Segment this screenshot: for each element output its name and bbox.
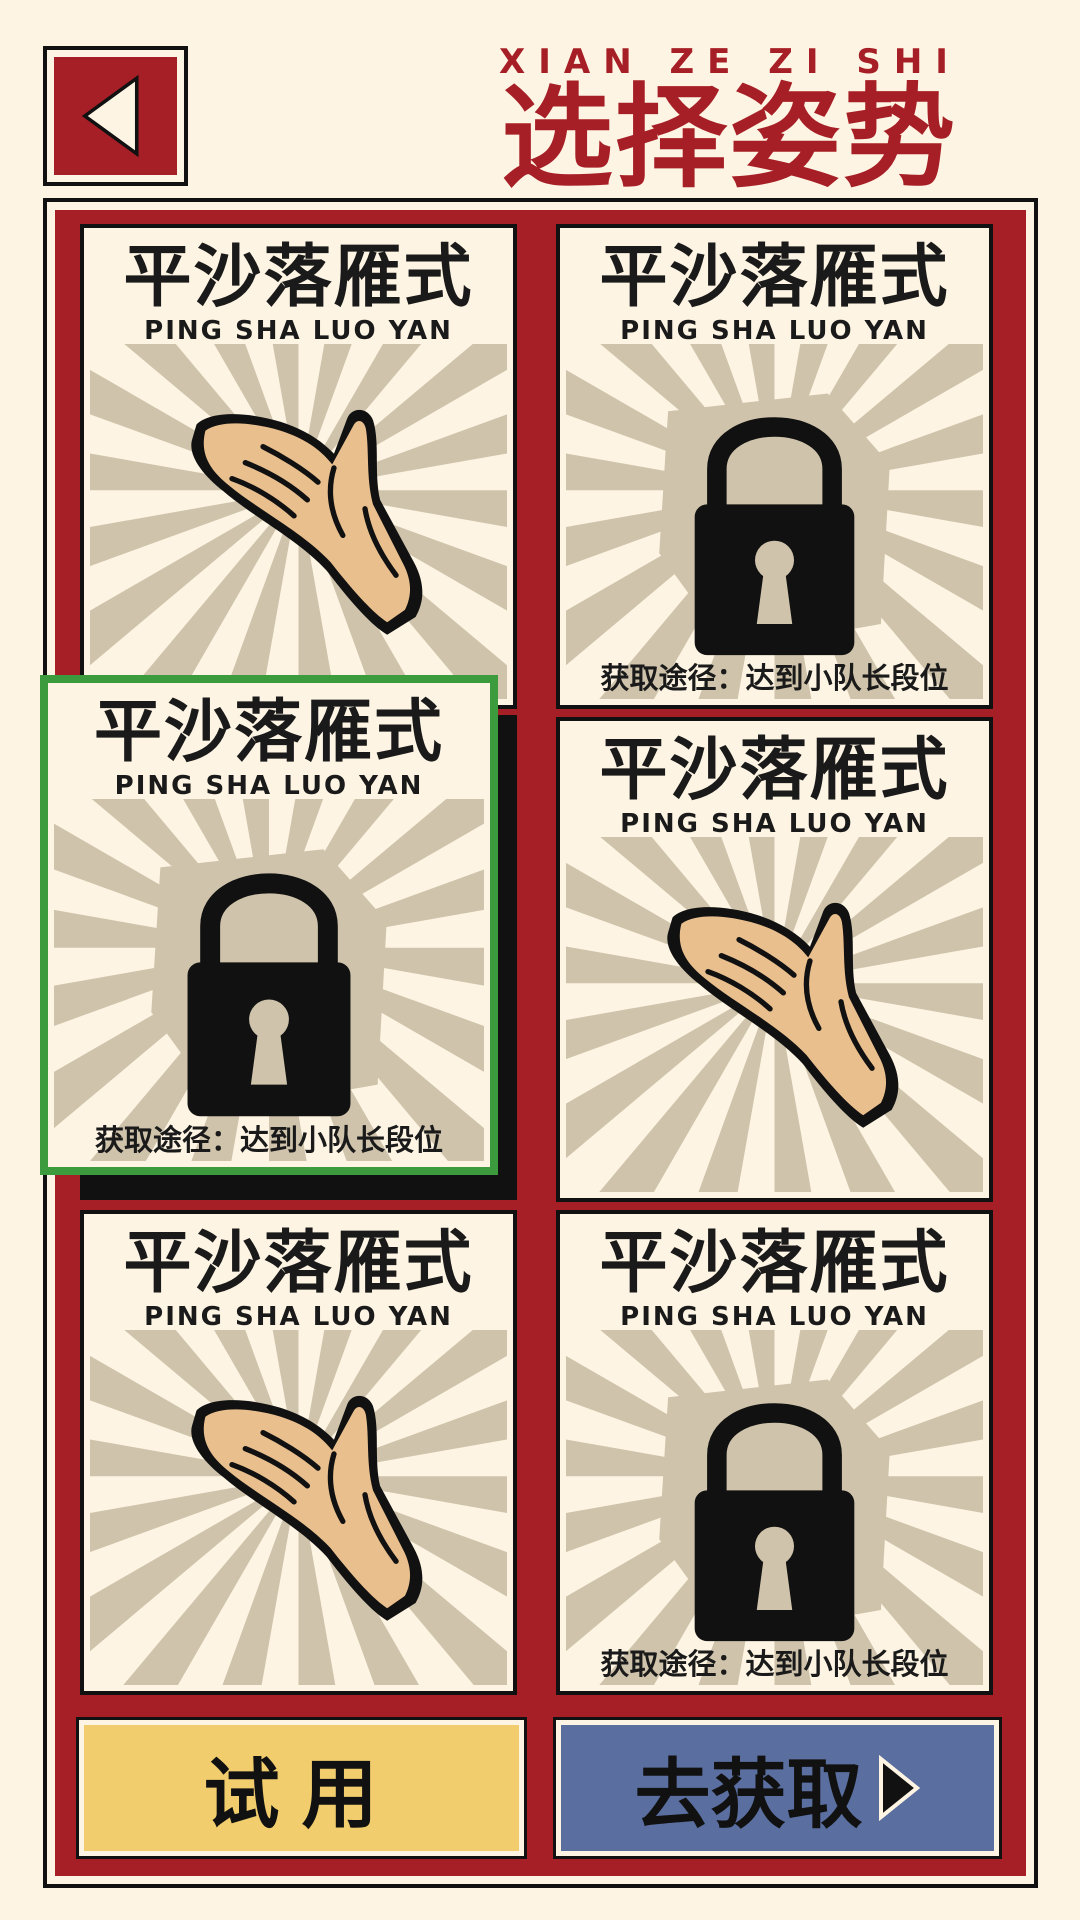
- hand-icon: [84, 358, 513, 695]
- hand-icon: [84, 1344, 513, 1681]
- pose-name: 平沙落雁式: [599, 1224, 950, 1303]
- pose-pinyin: PING SHA LUO YAN: [620, 809, 929, 839]
- unlock-requirement: 获取途径：达到小队长段位: [600, 661, 949, 695]
- lock-icon: [560, 358, 989, 695]
- header-pinyin: XIAN ZE ZI SHI: [499, 42, 961, 82]
- pose-name: 平沙落雁式: [123, 238, 474, 317]
- get-button-label: 去获取: [634, 1750, 863, 1839]
- pose-card[interactable]: 平沙落雁式 PING SHA LUO YAN: [556, 717, 993, 1202]
- back-arrow-icon: [81, 74, 139, 158]
- back-button[interactable]: [43, 46, 188, 186]
- try-button[interactable]: 试用: [76, 1717, 527, 1859]
- pose-card[interactable]: 平沙落雁式 PING SHA LUO YAN: [80, 224, 517, 709]
- pose-card-selected[interactable]: 平沙落雁式 PING SHA LUO YAN 获取途径：达到小队长段位: [40, 675, 498, 1175]
- unlock-requirement: 获取途径：达到小队长段位: [94, 1123, 443, 1157]
- pose-card-locked[interactable]: 平沙落雁式 PING SHA LUO YAN 获取途径：达到小队长段位: [556, 1210, 993, 1695]
- hand-icon: [560, 851, 989, 1188]
- get-button[interactable]: 去获取: [553, 1717, 1002, 1859]
- play-arrow-icon: [878, 1755, 920, 1821]
- pose-card[interactable]: 平沙落雁式 PING SHA LUO YAN: [80, 1210, 517, 1695]
- back-button-face[interactable]: [54, 57, 177, 175]
- lock-icon: [560, 1344, 989, 1681]
- pose-card-locked[interactable]: 平沙落雁式 PING SHA LUO YAN 获取途径：达到小队长段位: [556, 224, 993, 709]
- pose-pinyin: PING SHA LUO YAN: [144, 1302, 453, 1332]
- page-title: 选择姿势: [501, 73, 957, 203]
- unlock-requirement: 获取途径：达到小队长段位: [600, 1647, 949, 1681]
- try-button-label: 试用: [203, 1750, 400, 1839]
- pose-name: 平沙落雁式: [93, 693, 444, 772]
- pose-pinyin: PING SHA LUO YAN: [620, 1302, 929, 1332]
- pose-pinyin: PING SHA LUO YAN: [620, 316, 929, 346]
- lock-icon: [48, 813, 490, 1157]
- pose-pinyin: PING SHA LUO YAN: [144, 316, 453, 346]
- pose-name: 平沙落雁式: [599, 731, 950, 810]
- pose-pinyin: PING SHA LUO YAN: [114, 771, 424, 801]
- pose-name: 平沙落雁式: [599, 238, 950, 317]
- pose-name: 平沙落雁式: [123, 1224, 474, 1303]
